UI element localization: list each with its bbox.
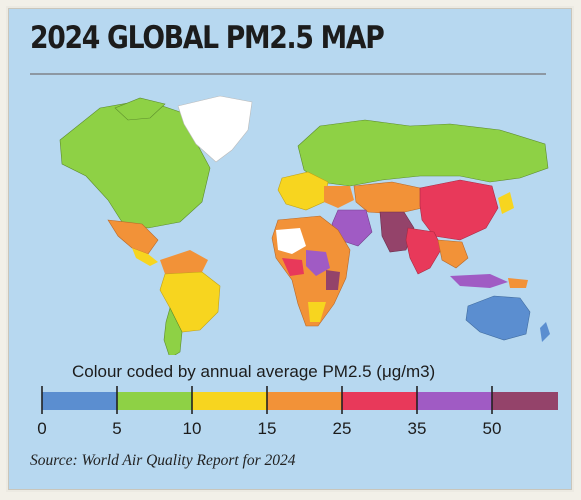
region-brazil bbox=[159, 271, 221, 333]
region-indonesia bbox=[450, 274, 508, 288]
title-divider bbox=[30, 73, 546, 75]
legend-scale: 0 5 10 15 25 35 50 bbox=[37, 386, 558, 438]
region-eastern-europe bbox=[324, 186, 354, 208]
region-central-america bbox=[132, 248, 158, 266]
legend-tick-label-3: 15 bbox=[258, 419, 277, 438]
region-south-africa bbox=[308, 302, 326, 322]
region-china bbox=[419, 179, 499, 241]
legend-tick-label-4: 25 bbox=[333, 419, 352, 438]
legend-band-4 bbox=[342, 392, 417, 410]
region-indonesia-east bbox=[508, 278, 528, 288]
region-west-africa bbox=[282, 258, 304, 276]
legend-tick-label-1: 5 bbox=[112, 419, 121, 438]
region-pakistan bbox=[379, 211, 415, 253]
legend-tick-label-0: 0 bbox=[37, 419, 46, 438]
region-central-asia bbox=[353, 181, 423, 215]
region-australia bbox=[465, 295, 531, 341]
region-east-africa bbox=[326, 270, 340, 290]
legend-tick-label-5: 35 bbox=[408, 419, 427, 438]
region-new-zealand bbox=[540, 322, 550, 342]
region-sahara-no-data bbox=[276, 228, 306, 254]
region-arctic-islands bbox=[114, 97, 166, 121]
legend-band-0 bbox=[42, 392, 117, 410]
legend-band-5 bbox=[417, 392, 492, 410]
region-russia bbox=[297, 119, 549, 187]
region-southeast-asia bbox=[437, 239, 469, 269]
legend-tick-label-6: 50 bbox=[483, 419, 502, 438]
region-korea-japan bbox=[498, 192, 514, 214]
legend-title: Colour coded by annual average PM2.5 (μg… bbox=[72, 362, 436, 381]
region-central-africa bbox=[306, 250, 330, 276]
legend-tick-label-2: 10 bbox=[183, 419, 202, 438]
region-south-america-north bbox=[160, 250, 208, 276]
legend-band-3 bbox=[267, 392, 342, 410]
region-india bbox=[405, 227, 443, 275]
region-greenland bbox=[177, 95, 253, 163]
world-map bbox=[59, 95, 550, 355]
region-argentina bbox=[163, 307, 183, 355]
map-title: 2024 GLOBAL PM2.5 MAP bbox=[30, 20, 385, 56]
region-western-europe bbox=[277, 171, 329, 211]
legend-band-1 bbox=[117, 392, 192, 410]
legend-band-2 bbox=[192, 392, 267, 410]
source-note: Source: World Air Quality Report for 202… bbox=[30, 452, 296, 469]
legend-band-6 bbox=[492, 392, 558, 410]
